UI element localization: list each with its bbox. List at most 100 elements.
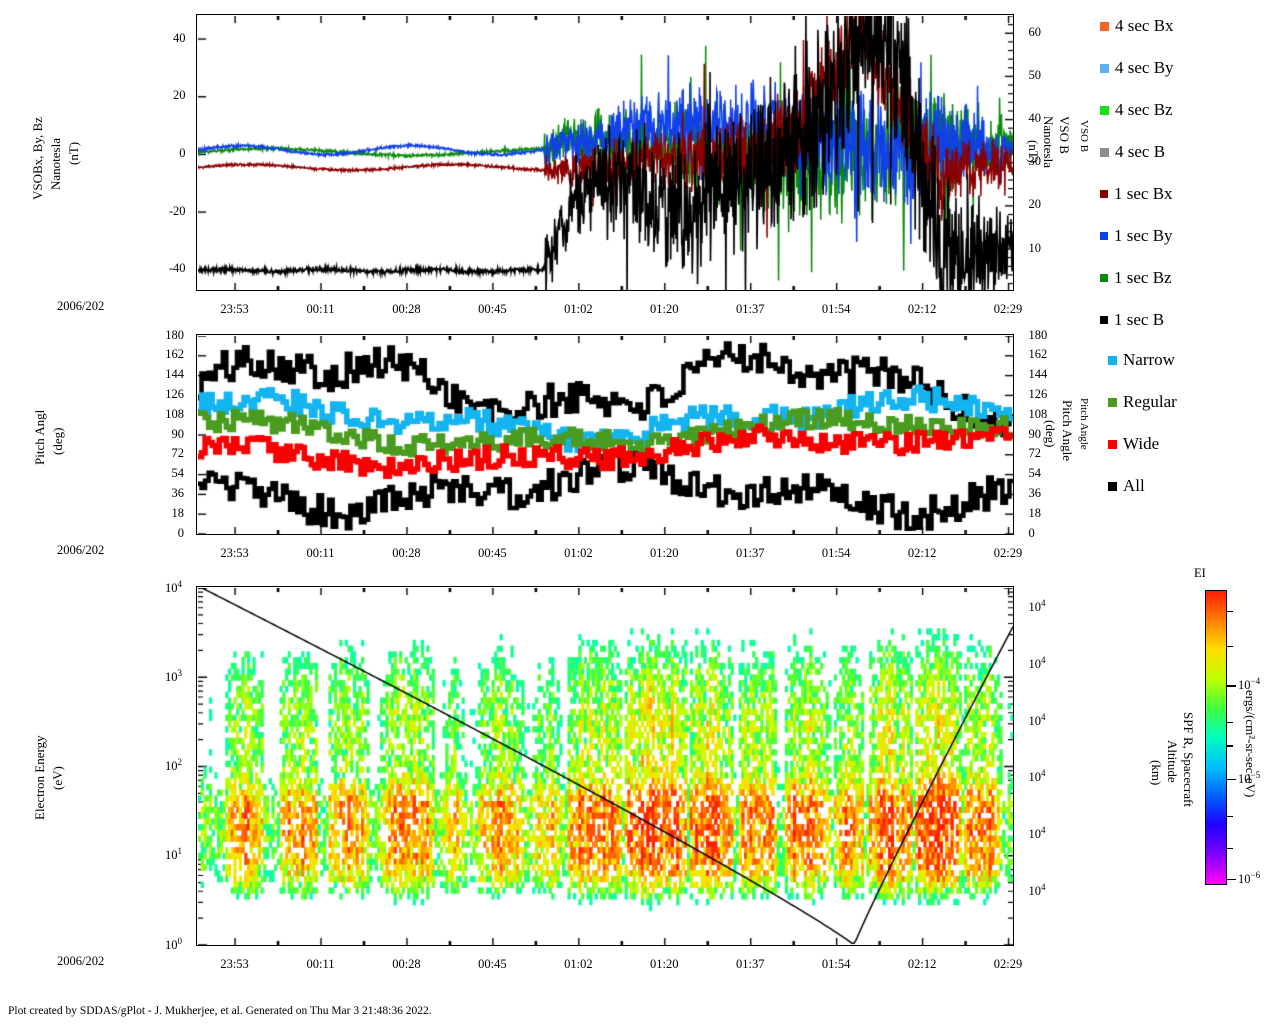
tick-label: 30 xyxy=(1028,154,1042,169)
tick-label: 90 xyxy=(1028,426,1042,441)
panel3-ylabel-left-line1: Electron Energy xyxy=(32,735,47,820)
tick-label: 104 xyxy=(1028,825,1046,842)
tick-label: 36 xyxy=(171,485,185,500)
legend-swatch-icon xyxy=(1108,481,1117,491)
legend-label: 1 sec By xyxy=(1114,226,1173,245)
legend-swatch-icon xyxy=(1100,274,1108,282)
colorbar-minor-tick xyxy=(1226,745,1233,747)
tick-label: 23:53 xyxy=(220,302,249,316)
tick-label: 01:20 xyxy=(650,302,679,316)
colorbar-minor-tick xyxy=(1226,847,1233,850)
tick-label: 18 xyxy=(171,505,185,520)
tick-label: 104 xyxy=(1028,881,1046,898)
legend-item-4-sec-bx[interactable]: 4 sec Bx xyxy=(1100,16,1174,36)
tick-label: 01:54 xyxy=(821,302,851,316)
tick-label: 104 xyxy=(1028,598,1046,615)
panel-magnetic-field-frame xyxy=(196,14,1014,291)
panel3-ylabel-right-line2: Altitude xyxy=(1165,740,1180,783)
legend-swatch-icon xyxy=(1100,316,1108,324)
tick-label: 23:53 xyxy=(220,957,249,971)
legend-item-4-sec-bz[interactable]: 4 sec Bz xyxy=(1100,100,1173,120)
legend-label: 4 sec By xyxy=(1115,58,1174,77)
tick-label: 01:54 xyxy=(821,546,851,560)
tick-label: 01:54 xyxy=(821,957,851,971)
tick-label: 90 xyxy=(171,426,185,441)
legend-item-narrow[interactable]: Narrow xyxy=(1108,350,1175,370)
tick-label: 01:02 xyxy=(564,302,593,316)
legend-item-1-sec-bz[interactable]: 1 sec Bz xyxy=(1100,268,1172,288)
tick-label: 01:20 xyxy=(650,957,679,971)
colorbar-minor-tick xyxy=(1226,721,1233,724)
tick-label: 02:12 xyxy=(907,302,937,316)
legend-swatch-icon xyxy=(1108,355,1117,365)
tick-label: 108 xyxy=(1028,406,1048,421)
legend-label: All xyxy=(1123,476,1145,495)
colorbar-minor-tick xyxy=(1226,815,1233,817)
legend-item-1-sec-by[interactable]: 1 sec By xyxy=(1100,226,1173,246)
tick-label: 108 xyxy=(165,406,184,421)
panel3-date-label: 2006/202 xyxy=(57,954,105,968)
panel-spectrogram-plot xyxy=(197,587,1013,945)
legend-swatch-icon xyxy=(1108,397,1117,407)
tick-label: 02:12 xyxy=(907,546,937,560)
panel-pitch-angle-frame xyxy=(196,334,1014,535)
tick-label: 20 xyxy=(1028,197,1042,212)
legend-item-1-sec-bx[interactable]: 1 sec Bx xyxy=(1100,184,1173,204)
tick-label: 0 xyxy=(1028,525,1035,540)
legend-swatch-icon xyxy=(1100,63,1109,73)
tick-label: 162 xyxy=(165,347,184,362)
colorbar-gradient xyxy=(1205,590,1227,885)
tick-label: 126 xyxy=(165,386,184,401)
legend-item-all[interactable]: All xyxy=(1108,476,1145,496)
tick-label: 18 xyxy=(1028,505,1042,520)
legend-label: Regular xyxy=(1123,392,1177,411)
legend-label: 4 sec B xyxy=(1115,142,1166,161)
panel3-ylabel-right-line3: (km) xyxy=(1149,760,1164,786)
tick-label: 104 xyxy=(1028,655,1046,672)
tick-label: 72 xyxy=(1028,446,1042,461)
tick-label: 00:11 xyxy=(306,957,335,971)
tick-label: 126 xyxy=(1028,386,1048,401)
legend-item-4-sec-b[interactable]: 4 sec B xyxy=(1100,142,1165,162)
tick-label: 00:45 xyxy=(478,302,507,316)
legend-item-wide[interactable]: Wide xyxy=(1108,434,1159,454)
tick-label: 180 xyxy=(1028,327,1048,342)
tick-label: 0 xyxy=(179,145,186,160)
legend-swatch-icon xyxy=(1100,21,1109,31)
tick-label: 23:53 xyxy=(220,546,249,560)
legend-swatch-icon xyxy=(1108,439,1117,449)
legend-item-4-sec-by[interactable]: 4 sec By xyxy=(1100,58,1174,78)
footer-credit: Plot created by SDDAS/gPlot - J. Mukherj… xyxy=(8,1005,432,1017)
colorbar-tick-mark xyxy=(1226,878,1236,881)
tick-label: 02:29 xyxy=(993,546,1023,560)
panel-spectrogram-frame xyxy=(196,586,1014,946)
tick-label: 104 xyxy=(1028,711,1046,728)
panel-magnetic-field-plot xyxy=(197,15,1013,290)
tick-label: 0 xyxy=(177,525,184,540)
panel1-date-label: 2006/202 xyxy=(57,299,105,313)
tick-label: -40 xyxy=(168,261,186,276)
legend-label: 1 sec B xyxy=(1114,310,1165,329)
tick-label: 103 xyxy=(165,667,182,684)
colorbar-units-label: ergs/(cm²-sr-sec-eV) xyxy=(1243,690,1258,798)
tick-label: 40 xyxy=(1028,111,1042,126)
tick-label: 00:11 xyxy=(306,302,335,316)
tick-label: 180 xyxy=(165,327,184,342)
legend-group-label-pitch-angle: Pitch Angle xyxy=(1078,398,1090,450)
legend-label: 4 sec Bx xyxy=(1115,16,1174,35)
tick-label: 40 xyxy=(173,30,186,45)
panel2-ylabel-right-line2: (deg) xyxy=(1043,420,1058,448)
legend-label: Wide xyxy=(1123,434,1160,453)
tick-label: 144 xyxy=(1028,367,1048,382)
legend-swatch-icon xyxy=(1100,147,1109,157)
tick-label: 01:20 xyxy=(650,546,679,560)
tick-label: 36 xyxy=(1028,485,1042,500)
legend-label: 1 sec Bz xyxy=(1114,268,1172,287)
tick-label: 00:45 xyxy=(478,957,507,971)
colorbar-title: EI xyxy=(1194,566,1206,580)
tick-label: 02:29 xyxy=(993,957,1023,971)
legend-item-1-sec-b[interactable]: 1 sec B xyxy=(1100,310,1164,330)
legend-item-regular[interactable]: Regular xyxy=(1108,392,1177,412)
legend-label: 1 sec Bx xyxy=(1114,184,1173,203)
colorbar-tick-mark xyxy=(1226,778,1236,781)
